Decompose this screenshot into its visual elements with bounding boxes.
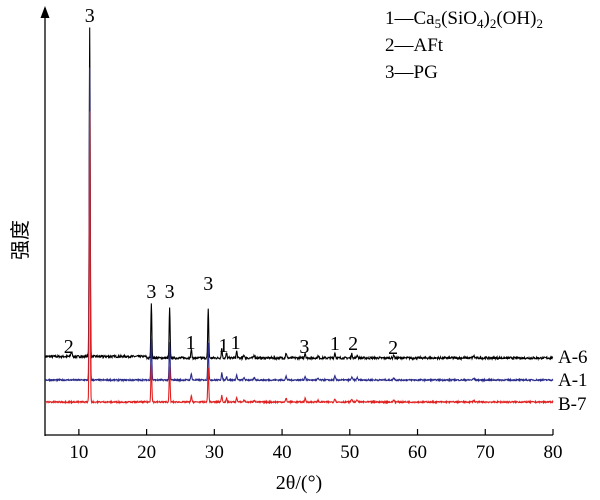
peak-label: 2 <box>348 333 358 355</box>
trace-a-1 <box>44 67 554 383</box>
peak-label: 2 <box>388 337 398 359</box>
legend-sep: — <box>394 62 415 83</box>
legend-sep: — <box>394 8 415 29</box>
series-label-a-6: A-6 <box>558 347 588 368</box>
legend-sub2: 4 <box>477 16 484 31</box>
legend-mid: (SiO <box>441 8 477 29</box>
peak-label: 1 <box>231 332 241 354</box>
x-tick-label: 50 <box>340 442 359 463</box>
x-tick-label: 70 <box>476 442 495 463</box>
peak-label: 1 <box>330 333 340 355</box>
diffraction-traces <box>44 27 554 405</box>
legend-entry: 2—AFt <box>385 35 444 56</box>
legend-base: Ca <box>414 8 436 29</box>
x-axis-title: 2θ/(°) <box>276 472 322 494</box>
x-tick-label: 30 <box>205 442 224 463</box>
series-labels: A-6A-1 B-7 <box>558 347 588 415</box>
legend-base: AFt <box>414 35 444 56</box>
peak-label: 2 <box>64 336 74 358</box>
peak-label: 1 <box>219 335 229 357</box>
x-tick-label: 40 <box>273 442 292 463</box>
legend-sub4: 2 <box>536 16 543 31</box>
peak-label: 3 <box>85 5 95 27</box>
y-axis-arrow <box>40 6 50 18</box>
legend-base: PG <box>414 62 439 83</box>
peak-label: 3 <box>299 336 309 358</box>
x-ticks: 10 20 30 40 50 60 70 80 <box>69 429 563 463</box>
legend-sub1: 5 <box>435 16 442 31</box>
x-tick-label: 80 <box>544 442 563 463</box>
legend-sep: — <box>394 35 415 56</box>
y-axis-title: 强度 <box>9 220 32 260</box>
peak-label: 1 <box>186 332 196 354</box>
legend-key: 1 <box>385 8 395 29</box>
legend-mid2: ) <box>484 8 490 29</box>
trace-b-7 <box>44 111 554 405</box>
legend-tail: (OH) <box>496 8 536 29</box>
x-tick-label: 10 <box>69 442 88 463</box>
peak-label: 3 <box>146 281 156 303</box>
legend-key: 2 <box>385 35 395 56</box>
x-tick-label: 60 <box>408 442 427 463</box>
legend-key: 3 <box>385 62 395 83</box>
series-label-b-7: B-7 <box>558 394 587 415</box>
axes <box>40 6 553 436</box>
peak-label: 3 <box>165 281 175 303</box>
legend-entry: 1—Ca5(SiO4)2(OH)2 <box>385 8 543 31</box>
trace-a-6 <box>44 27 554 362</box>
legend-entry: 3—PG <box>385 62 438 83</box>
legend-sub3: 2 <box>490 16 497 31</box>
x-tick-label: 20 <box>137 442 156 463</box>
peak-label: 3 <box>203 273 213 295</box>
series-label-a-1: A-1 <box>558 370 588 391</box>
